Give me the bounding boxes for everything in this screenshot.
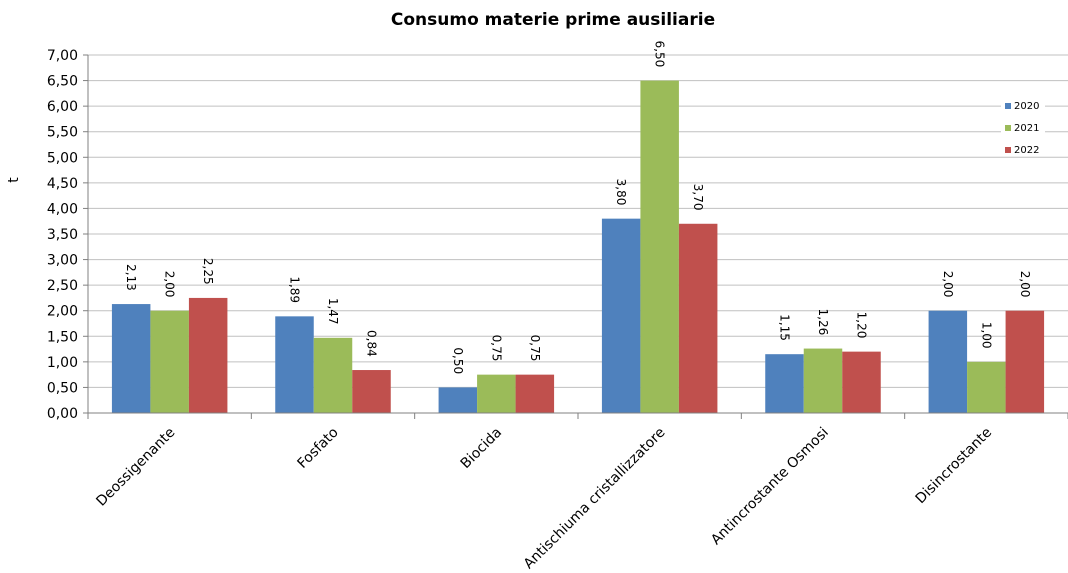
y-tick-label: 5,00 <box>47 150 78 166</box>
data-label: 0,75 <box>528 335 542 362</box>
y-tick-label: 6,00 <box>47 99 78 115</box>
x-category-label: Disincrostante <box>913 425 996 508</box>
bar-2020-0 <box>111 304 151 413</box>
bar-2021-4 <box>803 348 843 413</box>
bar-2022-3 <box>678 223 718 413</box>
data-label: 1,15 <box>778 314 792 341</box>
data-label: 0,84 <box>365 330 379 357</box>
data-label: 1,26 <box>816 309 830 336</box>
legend-label-2022: 2022 <box>1014 145 1039 156</box>
bar-2021-3 <box>640 80 679 414</box>
y-axis-label: t <box>6 177 22 183</box>
x-category-label: Deossigenante <box>93 425 178 510</box>
gridlines: 0,00 0,50 1,00 1,50 2,00 2,50 3,00 3,50 4,00 4,50… <box>47 48 1068 422</box>
x-category-label: Fosfato <box>294 425 341 472</box>
bar-2020-2 <box>438 387 478 413</box>
bars: 2,13 2,00 2,25 1,89 1,47 0,84 0,50 0,75 0,75 3,80… <box>111 41 1045 414</box>
y-tick-label: 7,00 <box>47 48 78 64</box>
bar-2022-5 <box>1005 310 1045 413</box>
data-label: 1,00 <box>979 322 993 349</box>
bar-2022-1 <box>352 370 391 413</box>
data-label: 2,13 <box>124 264 138 291</box>
y-tick-label: 0,00 <box>47 406 78 422</box>
bar-2022-2 <box>515 374 555 413</box>
data-label: 3,70 <box>691 184 705 211</box>
bar-2021-1 <box>313 337 353 413</box>
y-tick-label: 3,00 <box>47 253 78 269</box>
legend-label-2021: 2021 <box>1014 123 1039 134</box>
axes: Deossigenante Fosfato Biocida Antischiuma c… <box>87 55 1068 573</box>
bar-2021-5 <box>967 361 1006 413</box>
legend-swatch-2022 <box>1005 147 1011 153</box>
y-tick-label: 1,00 <box>47 355 78 371</box>
y-tick-label: 1,50 <box>47 329 78 345</box>
data-label: 1,89 <box>288 276 302 303</box>
chart-title: Consumo materie prime ausiliarie <box>391 10 715 30</box>
y-tick-label: 6,50 <box>47 74 78 90</box>
bar-2020-4 <box>765 354 804 413</box>
bar-2021-0 <box>150 310 189 413</box>
data-label: 2,00 <box>1018 271 1032 298</box>
bar-2022-4 <box>842 351 881 413</box>
y-tick-label: 4,00 <box>47 201 78 217</box>
data-label: 1,47 <box>326 298 340 325</box>
data-label: 2,00 <box>941 271 955 298</box>
data-label: 0,50 <box>451 347 465 374</box>
legend: 2020 2021 2022 <box>1001 97 1045 156</box>
bar-2020-3 <box>601 218 641 413</box>
y-tick-label: 5,50 <box>47 125 78 141</box>
legend-label-2020: 2020 <box>1014 101 1039 112</box>
x-category-label: Biocida <box>458 425 505 472</box>
x-category-label: Antischiuma cristallizzatore <box>521 425 669 573</box>
bar-2021-2 <box>477 374 516 413</box>
y-tick-label: 2,00 <box>47 304 78 320</box>
y-tick-label: 0,50 <box>47 380 78 396</box>
bar-2020-1 <box>275 316 314 413</box>
x-category-label: Antincrostante Osmosi <box>708 425 832 549</box>
data-label: 6,50 <box>653 41 667 68</box>
legend-swatch-2020 <box>1005 103 1011 109</box>
y-tick-label: 3,50 <box>47 227 78 243</box>
y-tick-label: 4,50 <box>47 176 78 192</box>
data-label: 3,80 <box>614 179 628 206</box>
data-label: 1,20 <box>855 312 869 339</box>
y-tick-label: 2,50 <box>47 278 78 294</box>
legend-swatch-2021 <box>1005 125 1011 131</box>
data-label: 2,25 <box>201 258 215 285</box>
data-label: 2,00 <box>163 271 177 298</box>
data-label: 0,75 <box>489 335 503 362</box>
bar-2020-5 <box>928 310 968 413</box>
bar-2022-0 <box>188 297 228 413</box>
